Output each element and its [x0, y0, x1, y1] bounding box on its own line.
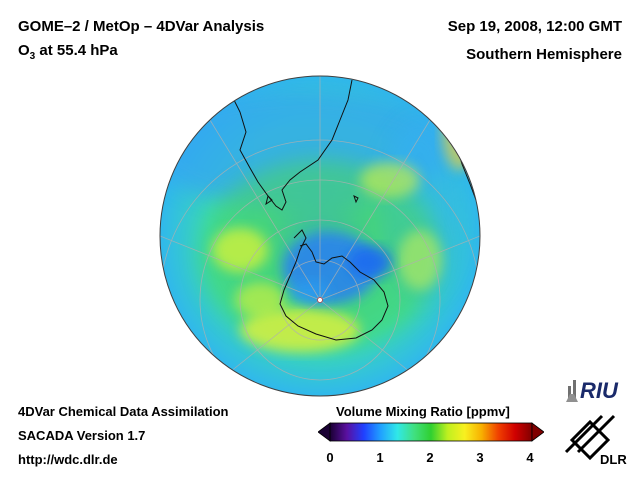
colorbar-low-arrow — [318, 422, 331, 442]
colorbar-ramp — [329, 422, 533, 442]
footer-url: http://wdc.dlr.de — [18, 452, 118, 467]
yellow-patch-west — [212, 228, 268, 272]
dlr-logo: DLR — [564, 414, 627, 467]
south-pole-marker — [317, 297, 323, 303]
south-america-coast — [221, 79, 353, 211]
species-label: O — [18, 42, 30, 59]
yellow-patch-south — [240, 308, 360, 352]
colorbar — [318, 422, 544, 442]
colorbar-tick-2: 2 — [426, 450, 434, 465]
map-subtitle: O3 at 55.4 hPa — [18, 42, 118, 62]
colorbar-title: Volume Mixing Ratio [ppmv] — [336, 404, 510, 419]
colorbar-tick-4: 4 — [526, 450, 534, 465]
colorbar-high-arrow — [531, 422, 544, 442]
colorbar-tick-1: 1 — [376, 450, 384, 465]
footer-version: SACADA Version 1.7 — [18, 428, 146, 443]
species-subscript: 3 — [29, 51, 36, 62]
region-label: Southern Hemisphere — [466, 46, 622, 63]
colorbar-tick-0: 0 — [326, 450, 334, 465]
analysis-date: Sep 19, 2008, 12:00 GMT — [447, 18, 622, 35]
colorbar-tick-3: 3 — [476, 450, 484, 465]
antarctica-coast — [279, 229, 389, 341]
riu-logo-text: RIU — [580, 378, 619, 403]
graticule — [160, 76, 480, 396]
map-title: GOME–2 / MetOp – 4DVar Analysis — [18, 18, 265, 35]
footer-method: 4DVar Chemical Data Assimilation — [18, 404, 229, 419]
pressure-level-label: at 55.4 hPa — [35, 42, 118, 59]
globe — [160, 76, 480, 396]
riu-logo: RIU — [566, 378, 619, 403]
dlr-logo-text: DLR — [600, 452, 627, 467]
